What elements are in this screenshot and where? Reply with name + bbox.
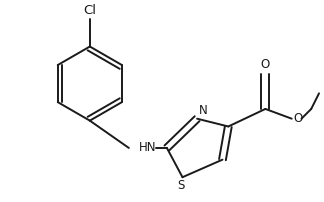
Text: S: S [177, 179, 184, 192]
Text: O: O [294, 112, 303, 125]
Text: Cl: Cl [83, 4, 96, 17]
Text: O: O [261, 58, 270, 71]
Text: N: N [199, 104, 208, 117]
Text: HN: HN [139, 141, 156, 155]
